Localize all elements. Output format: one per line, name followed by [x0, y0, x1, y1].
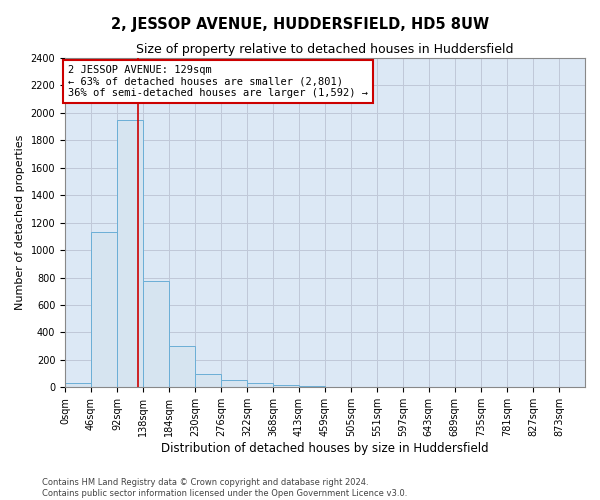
Text: 2, JESSOP AVENUE, HUDDERSFIELD, HD5 8UW: 2, JESSOP AVENUE, HUDDERSFIELD, HD5 8UW: [111, 18, 489, 32]
X-axis label: Distribution of detached houses by size in Huddersfield: Distribution of detached houses by size …: [161, 442, 489, 455]
Bar: [91, 232, 117, 388]
Bar: [325, 386, 351, 388]
Bar: [65, 382, 91, 388]
Bar: [143, 281, 169, 388]
Bar: [247, 383, 273, 388]
Y-axis label: Number of detached properties: Number of detached properties: [15, 135, 25, 310]
Bar: [117, 120, 143, 388]
Bar: [169, 346, 195, 388]
Title: Size of property relative to detached houses in Huddersfield: Size of property relative to detached ho…: [136, 42, 514, 56]
Bar: [299, 386, 325, 388]
Text: Contains HM Land Registry data © Crown copyright and database right 2024.
Contai: Contains HM Land Registry data © Crown c…: [42, 478, 407, 498]
Bar: [195, 374, 221, 388]
Bar: [221, 380, 247, 388]
Bar: [273, 384, 299, 388]
Text: 2 JESSOP AVENUE: 129sqm
← 63% of detached houses are smaller (2,801)
36% of semi: 2 JESSOP AVENUE: 129sqm ← 63% of detache…: [68, 65, 368, 98]
